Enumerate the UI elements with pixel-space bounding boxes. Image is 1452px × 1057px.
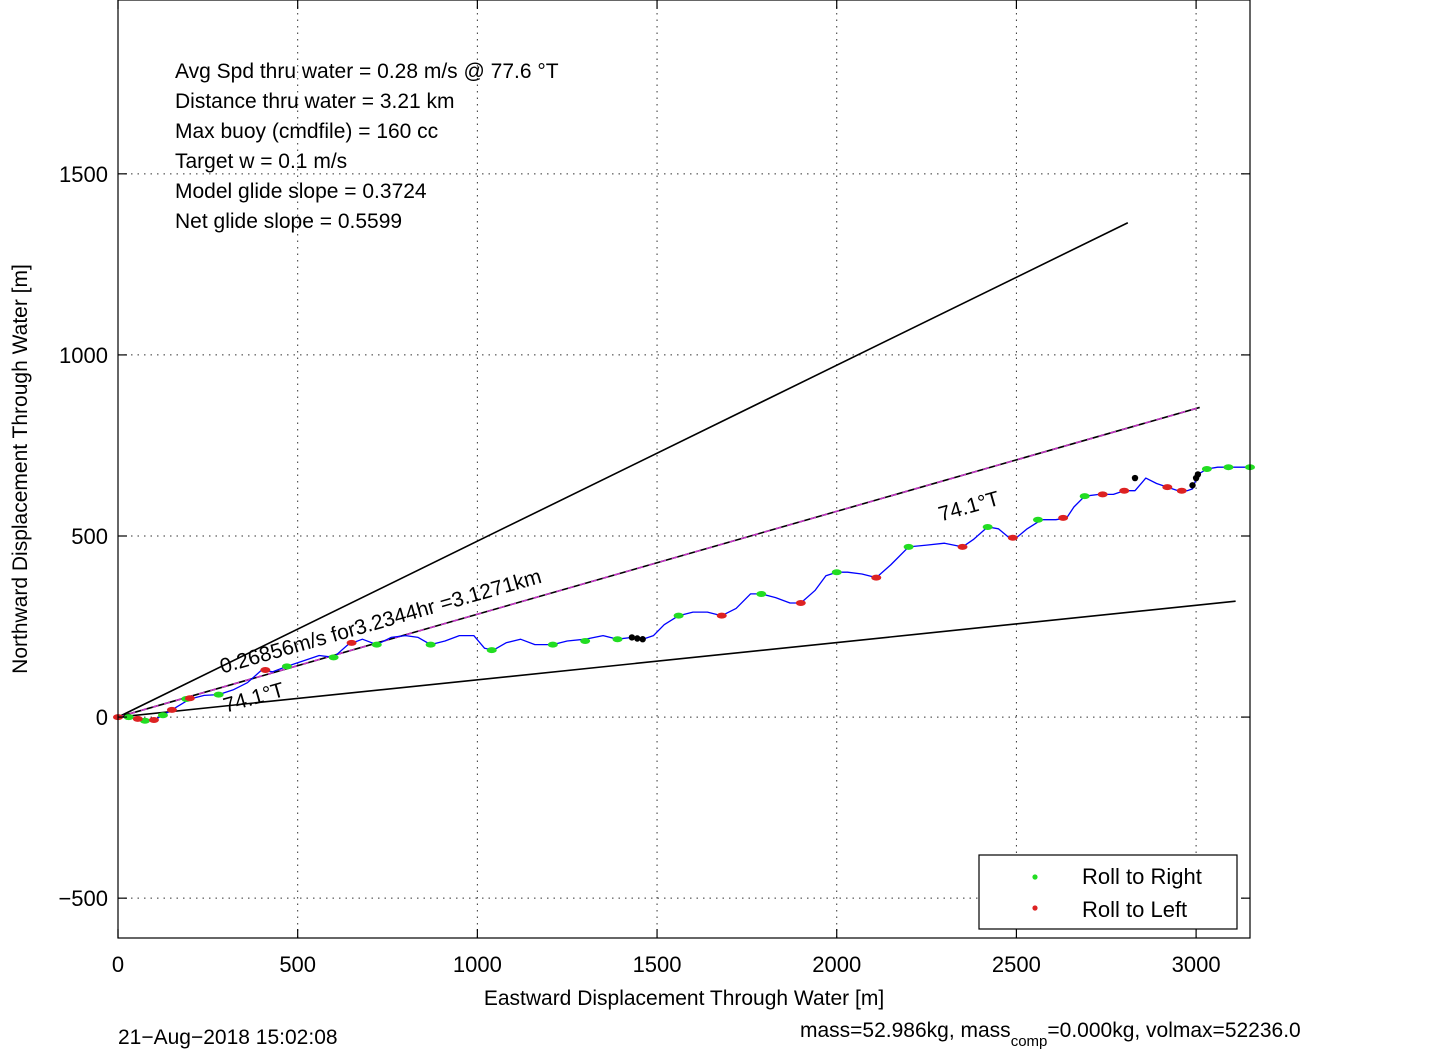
info-block: Avg Spd thru water = 0.28 m/s @ 77.6 °T … bbox=[175, 60, 559, 233]
roll-left-point bbox=[957, 543, 968, 550]
roll-left-point bbox=[1097, 491, 1108, 498]
roll-markers bbox=[113, 464, 1255, 724]
roll-left-point bbox=[1058, 514, 1069, 521]
footer-mass-info: mass=52.986kg, masscomp=0.000kg, volmax=… bbox=[800, 1019, 1301, 1050]
roll-left-point bbox=[260, 667, 271, 673]
legend-marker-roll-left bbox=[1032, 905, 1038, 911]
info-line-avg-speed: Avg Spd thru water = 0.28 m/s @ 77.6 °T bbox=[175, 60, 559, 83]
roll-right-point bbox=[1223, 464, 1234, 471]
y-tick-label: −500 bbox=[58, 886, 108, 911]
roll-right-point bbox=[831, 569, 842, 576]
roll-left-point bbox=[1007, 534, 1018, 541]
info-line-target-w: Target w = 0.1 m/s bbox=[175, 150, 347, 173]
info-line-model-glide: Model glide slope = 0.3724 bbox=[175, 180, 427, 203]
axes-box bbox=[117, 0, 1251, 939]
footer-mass-sub: comp bbox=[1011, 1033, 1048, 1050]
roll-left-point bbox=[346, 639, 357, 646]
roll-right-point bbox=[486, 647, 497, 654]
info-line-net-glide: Net glide slope = 0.5599 bbox=[175, 210, 402, 233]
roll-right-point bbox=[328, 654, 339, 661]
roll-right-point bbox=[547, 641, 558, 648]
x-tick-label: 2500 bbox=[992, 952, 1041, 977]
legend-label-roll-left: Roll to Left bbox=[1082, 897, 1187, 922]
x-tick-label: 500 bbox=[279, 952, 316, 977]
y-tick-label: 1000 bbox=[59, 343, 108, 368]
axis-ticks: 0 500 1000 1500 2000 2500 3000 −500 0 500 1000 1500 bbox=[58, 0, 1250, 977]
roll-right-point bbox=[371, 641, 382, 648]
roll-right-point bbox=[425, 641, 436, 648]
x-tick-label: 1500 bbox=[633, 952, 682, 977]
roll-left-point bbox=[1176, 487, 1187, 494]
roll-left-point bbox=[1119, 487, 1130, 494]
roll-right-point bbox=[123, 714, 134, 721]
roll-right-point bbox=[580, 638, 591, 645]
reference-line bbox=[117, 222, 1129, 718]
legend-label-roll-right: Roll to Right bbox=[1082, 864, 1202, 889]
legend: Roll to Right Roll to Left bbox=[978, 854, 1238, 930]
grid-lines bbox=[118, 0, 1250, 938]
roll-right-point bbox=[982, 523, 993, 530]
black-point bbox=[634, 635, 641, 642]
y-tick-label: 500 bbox=[71, 524, 108, 549]
info-line-max-buoy: Max buoy (cmdfile) = 160 cc bbox=[175, 120, 438, 143]
footer-mass-text-b: =0.000kg, volmax=52236.0 bbox=[1047, 1019, 1300, 1042]
roll-left-point bbox=[132, 715, 143, 722]
footer-mass-text-a: mass=52.986kg, mass bbox=[800, 1019, 1011, 1042]
x-tick-label: 3000 bbox=[1172, 952, 1221, 977]
x-tick-label: 1000 bbox=[453, 952, 502, 977]
legend-marker-roll-right bbox=[1032, 874, 1038, 880]
black-point bbox=[1189, 482, 1196, 489]
x-tick-label: 0 bbox=[112, 952, 124, 977]
roll-right-point bbox=[1201, 466, 1212, 472]
roll-left-point bbox=[166, 706, 177, 713]
reference-line-overlay bbox=[117, 406, 1200, 718]
reference-line bbox=[117, 600, 1236, 718]
roll-right-point bbox=[612, 636, 623, 643]
roll-left-point bbox=[795, 600, 806, 606]
footer-timestamp: 21−Aug−2018 15:02:08 bbox=[118, 1026, 338, 1049]
roll-right-point bbox=[903, 543, 914, 550]
y-tick-label: 0 bbox=[96, 705, 108, 730]
roll-left-point bbox=[1162, 484, 1173, 491]
roll-left-point bbox=[148, 716, 159, 723]
legend-box bbox=[978, 854, 1238, 930]
roll-left-point bbox=[871, 574, 882, 581]
roll-right-point bbox=[673, 612, 684, 619]
y-axis-label: Northward Displacement Through Water [m] bbox=[9, 264, 32, 674]
x-tick-label: 2000 bbox=[812, 952, 861, 977]
roll-left-point bbox=[716, 612, 727, 619]
x-axis-label: Eastward Displacement Through Water [m] bbox=[484, 987, 884, 1010]
y-tick-label: 1500 bbox=[59, 162, 108, 187]
roll-right-point bbox=[1079, 493, 1090, 500]
roll-right-point bbox=[756, 590, 767, 597]
black-point bbox=[639, 636, 646, 643]
black-point bbox=[1194, 471, 1202, 478]
roll-right-point bbox=[157, 712, 168, 719]
black-point bbox=[1131, 474, 1139, 482]
black-point bbox=[628, 634, 636, 641]
roll-right-point bbox=[281, 663, 292, 670]
info-line-distance: Distance thru water = 3.21 km bbox=[175, 90, 455, 113]
roll-right-point bbox=[213, 691, 224, 698]
reference-lines bbox=[117, 222, 1236, 718]
roll-left-point bbox=[184, 695, 195, 702]
roll-right-point bbox=[1032, 516, 1043, 523]
